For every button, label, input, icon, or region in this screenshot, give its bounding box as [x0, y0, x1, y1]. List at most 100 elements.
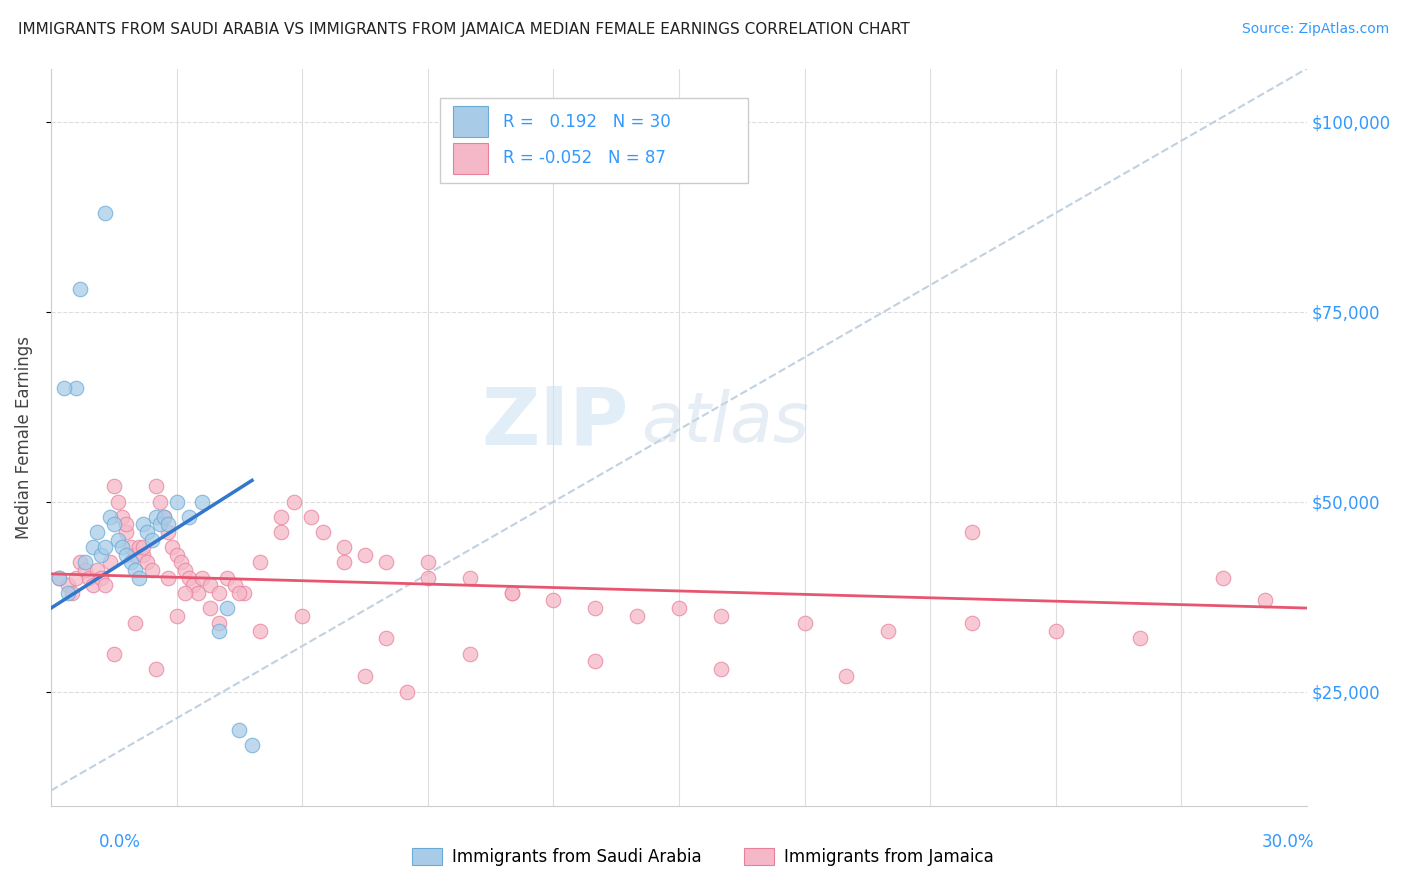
Point	[583, 654, 606, 668]
Point	[215, 571, 238, 585]
Point	[626, 608, 648, 623]
Point	[65, 571, 87, 585]
Point	[312, 524, 335, 539]
Point	[198, 601, 221, 615]
Point	[283, 494, 305, 508]
Text: IMMIGRANTS FROM SAUDI ARABIA VS IMMIGRANTS FROM JAMAICA MEDIAN FEMALE EARNINGS C: IMMIGRANTS FROM SAUDI ARABIA VS IMMIGRAN…	[18, 22, 910, 37]
Point	[103, 517, 125, 532]
Point	[132, 517, 155, 532]
Point	[174, 586, 197, 600]
Point	[136, 524, 159, 539]
Point	[65, 381, 87, 395]
Point	[90, 548, 112, 562]
Point	[73, 556, 96, 570]
Point	[128, 541, 150, 555]
Point	[60, 586, 83, 600]
Point	[52, 381, 75, 395]
Point	[128, 571, 150, 585]
Point	[207, 624, 229, 638]
Point	[228, 723, 250, 737]
Point	[249, 624, 271, 638]
Text: ZIP: ZIP	[481, 384, 628, 461]
Point	[73, 563, 96, 577]
Point	[170, 556, 193, 570]
Point	[710, 608, 733, 623]
Point	[240, 738, 263, 752]
Point	[333, 556, 356, 570]
Point	[668, 601, 690, 615]
Point	[145, 662, 167, 676]
Text: 0.0%: 0.0%	[98, 833, 141, 851]
Point	[153, 509, 176, 524]
Point	[877, 624, 900, 638]
Text: atlas: atlas	[641, 389, 810, 456]
Point	[270, 509, 292, 524]
Point	[120, 541, 142, 555]
Point	[90, 571, 112, 585]
Point	[124, 616, 146, 631]
Point	[228, 586, 250, 600]
Point	[416, 571, 439, 585]
Point	[198, 578, 221, 592]
Point	[1212, 571, 1234, 585]
Point	[132, 541, 155, 555]
Point	[179, 509, 201, 524]
Y-axis label: Median Female Earnings: Median Female Earnings	[15, 335, 32, 539]
Point	[69, 282, 91, 296]
Point	[183, 578, 205, 592]
Point	[56, 586, 79, 600]
Point	[166, 494, 188, 508]
Point	[1045, 624, 1067, 638]
Text: Source: ZipAtlas.com: Source: ZipAtlas.com	[1241, 22, 1389, 37]
Point	[157, 517, 180, 532]
Point	[458, 571, 481, 585]
Point	[191, 571, 214, 585]
Point	[501, 586, 523, 600]
Point	[416, 556, 439, 570]
Point	[124, 548, 146, 562]
Point	[103, 479, 125, 493]
Point	[115, 524, 138, 539]
Point	[375, 632, 398, 646]
Point	[207, 616, 229, 631]
Point	[166, 608, 188, 623]
Point	[583, 601, 606, 615]
FancyBboxPatch shape	[453, 106, 488, 137]
Point	[207, 586, 229, 600]
Point	[187, 586, 209, 600]
Point	[291, 608, 314, 623]
Point	[69, 556, 91, 570]
Point	[149, 517, 172, 532]
Point	[56, 578, 79, 592]
Point	[149, 494, 172, 508]
Point	[136, 556, 159, 570]
Point	[115, 517, 138, 532]
Point	[107, 533, 129, 547]
Point	[103, 647, 125, 661]
Point	[249, 556, 271, 570]
Point	[1128, 632, 1150, 646]
Point	[375, 556, 398, 570]
Point	[166, 548, 188, 562]
Point	[232, 586, 254, 600]
Point	[333, 541, 356, 555]
Point	[793, 616, 815, 631]
Point	[215, 601, 238, 615]
Point	[710, 662, 733, 676]
Point	[145, 509, 167, 524]
Point	[77, 571, 100, 585]
Point	[354, 548, 377, 562]
Point	[157, 571, 180, 585]
Point	[48, 571, 70, 585]
Point	[354, 669, 377, 683]
Point	[124, 563, 146, 577]
Text: R = -0.052   N = 87: R = -0.052 N = 87	[503, 150, 666, 168]
Point	[179, 571, 201, 585]
Point	[111, 541, 134, 555]
Point	[174, 563, 197, 577]
Point	[111, 509, 134, 524]
Point	[107, 494, 129, 508]
FancyBboxPatch shape	[453, 143, 488, 174]
Point	[82, 541, 104, 555]
Point	[1254, 593, 1277, 607]
